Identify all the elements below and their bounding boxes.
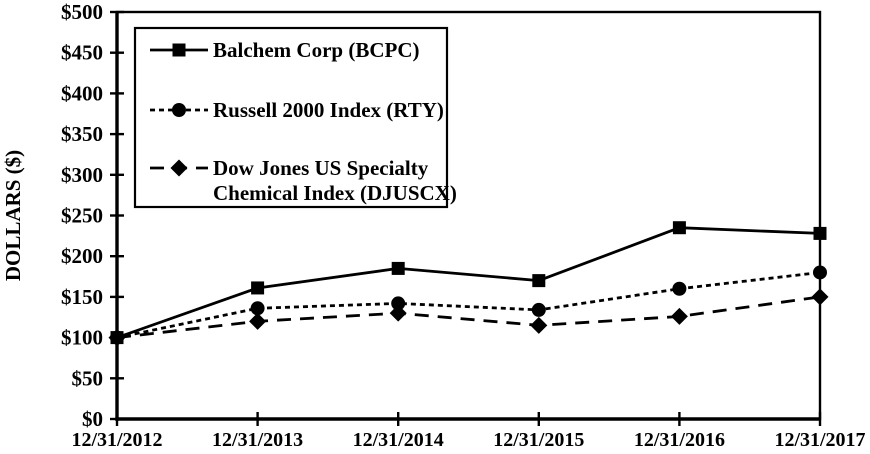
- x-axis-tick-label: 12/31/2015: [493, 429, 584, 451]
- square-marker: [251, 281, 265, 295]
- diamond-marker: [670, 307, 688, 325]
- legend-label: Russell 2000 Index (RTY): [213, 98, 444, 122]
- y-axis-tick-label: $450: [61, 41, 103, 65]
- legend-box: [133, 26, 449, 209]
- y-axis-tick-label: $500: [61, 0, 103, 24]
- square-marker: [532, 274, 546, 288]
- legend: Balchem Corp (BCPC) Russell 2000 Index (R…: [133, 26, 457, 209]
- circle-marker: [672, 281, 687, 296]
- square-marker: [672, 221, 686, 235]
- diamond-marker: [249, 312, 267, 330]
- legend-label: Dow Jones US Specialty: [213, 156, 429, 180]
- series-1: [110, 265, 827, 345]
- square-marker: [813, 226, 827, 240]
- circle-marker: [391, 296, 406, 311]
- y-axis-tick-label: $200: [61, 244, 103, 268]
- diamond-marker: [811, 288, 829, 306]
- series-0: [110, 221, 827, 345]
- circle-marker: [172, 103, 186, 117]
- y-axis-tick-label: $350: [61, 122, 103, 146]
- y-axis-tick-label: $150: [61, 285, 103, 309]
- legend-label: Chemical Index (DJUSCX): [213, 181, 457, 205]
- y-axis-tick-label: $100: [61, 326, 103, 350]
- diamond-marker: [530, 316, 548, 334]
- square-marker: [172, 43, 186, 57]
- series-line: [116, 271, 821, 339]
- square-marker: [391, 261, 405, 275]
- x-axis-tick-label: 12/31/2012: [71, 429, 162, 451]
- x-axis-tick-label: 12/31/2016: [634, 429, 725, 451]
- legend-label: Balchem Corp (BCPC): [213, 38, 419, 62]
- y-axis-tick-label: $250: [61, 204, 103, 228]
- x-axis-tick-label: 12/31/2013: [212, 429, 303, 451]
- x-axis-tick-label: 12/31/2017: [774, 429, 865, 451]
- y-axis-tick-label: $400: [61, 81, 103, 105]
- x-axis-tick-label: 12/31/2014: [353, 429, 444, 451]
- y-axis-tick-label: $0: [82, 407, 103, 431]
- y-axis-title: DOLLARS ($): [1, 150, 25, 281]
- diamond-marker: [170, 159, 188, 177]
- series-line: [116, 295, 821, 339]
- circle-marker: [813, 265, 827, 280]
- series-line: [116, 226, 821, 339]
- y-axis: $0 $50 $100 $150 $200 $250 $300 $350 $400 $450 $50…: [61, 0, 124, 431]
- diamond-marker: [389, 304, 407, 322]
- diamond-marker: [108, 329, 126, 347]
- circle-marker: [531, 302, 546, 317]
- y-axis-tick-label: $300: [61, 163, 103, 187]
- series-2: [108, 288, 829, 347]
- circle-marker: [250, 301, 265, 316]
- x-axis: 12/31/2012 12/31/2013 12/31/2014 12/31/2015…: [71, 412, 866, 451]
- y-axis-tick-label: $50: [72, 366, 104, 390]
